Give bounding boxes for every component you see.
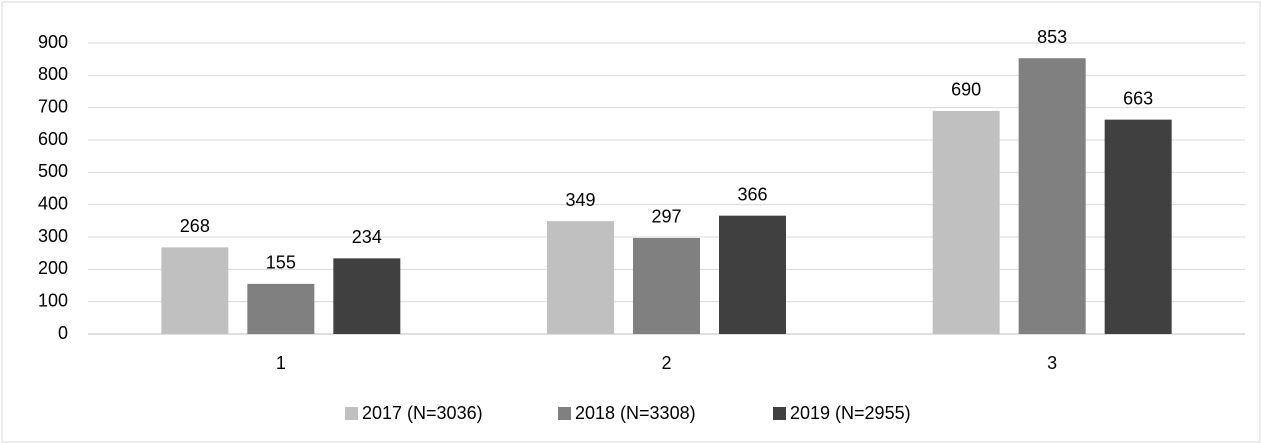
- data-label: 366: [737, 184, 767, 204]
- bar: [633, 237, 700, 334]
- bar: [247, 283, 315, 334]
- bar: [719, 215, 786, 334]
- legend-swatch: [773, 407, 786, 420]
- bar: [547, 221, 614, 334]
- y-tick-label: 300: [38, 226, 68, 246]
- data-label: 268: [180, 216, 210, 236]
- data-label: 663: [1123, 88, 1153, 108]
- bar: [333, 258, 401, 334]
- data-label: 234: [352, 227, 382, 247]
- data-label: 690: [951, 80, 981, 100]
- y-tick-label: 500: [38, 161, 68, 181]
- y-tick-label: 700: [38, 96, 68, 116]
- y-tick-label: 0: [58, 323, 68, 343]
- bar: [1018, 58, 1086, 335]
- legend-label: 2017 (N=3036): [362, 403, 483, 423]
- y-tick-label: 400: [38, 193, 68, 213]
- y-tick-label: 200: [38, 258, 68, 278]
- bar: [932, 110, 1000, 335]
- legend-label: 2019 (N=2955): [790, 403, 911, 423]
- y-tick-label: 100: [38, 290, 68, 310]
- data-label: 853: [1037, 27, 1067, 47]
- legend-swatch: [345, 407, 358, 420]
- y-tick-label: 600: [38, 129, 68, 149]
- bar: [161, 247, 229, 334]
- data-label: 155: [266, 253, 296, 273]
- x-tick-label: 2: [661, 353, 671, 373]
- legend-swatch: [558, 407, 571, 420]
- y-tick-label: 900: [38, 32, 68, 52]
- bar: [1104, 119, 1172, 334]
- legend-label: 2018 (N=3308): [575, 403, 696, 423]
- data-label: 297: [651, 207, 681, 227]
- x-tick-label: 1: [276, 353, 286, 373]
- data-label: 349: [565, 190, 595, 210]
- x-tick-label: 3: [1047, 353, 1057, 373]
- y-tick-label: 800: [38, 64, 68, 84]
